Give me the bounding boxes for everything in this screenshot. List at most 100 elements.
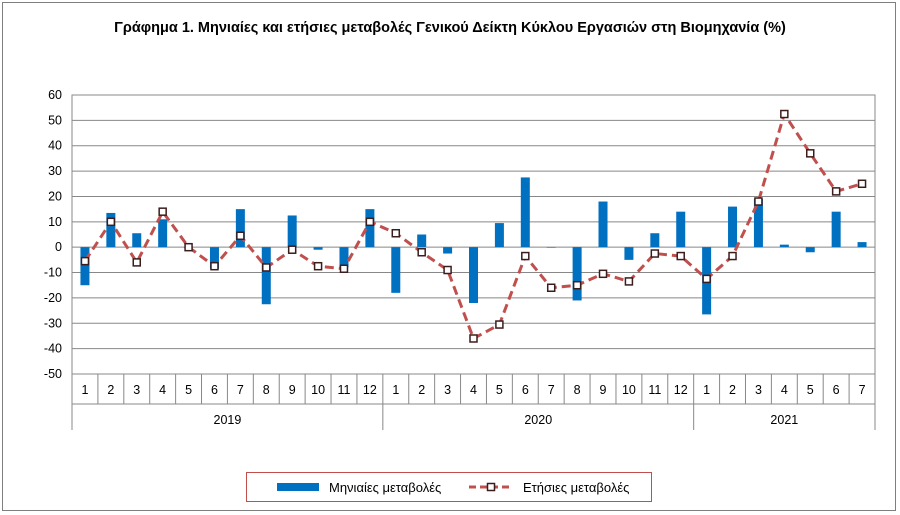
line-point bbox=[572, 280, 582, 290]
bar bbox=[650, 233, 660, 248]
x-tick-label: 11 bbox=[648, 383, 661, 397]
line-point bbox=[339, 264, 349, 273]
bar bbox=[753, 198, 763, 248]
y-tick-label: 50 bbox=[48, 113, 62, 127]
line-point bbox=[521, 251, 530, 261]
x-tick-label: 8 bbox=[263, 383, 270, 397]
x-tick-label: 12 bbox=[363, 383, 377, 397]
bar bbox=[417, 234, 427, 248]
line-point bbox=[80, 256, 90, 266]
x-tick-label: 3 bbox=[444, 383, 451, 397]
x-tick-label: 5 bbox=[496, 383, 503, 397]
bar bbox=[158, 219, 168, 248]
bar bbox=[80, 247, 90, 286]
line-point bbox=[184, 242, 193, 252]
y-tick-label: -20 bbox=[44, 291, 62, 305]
bar bbox=[287, 215, 297, 248]
y-tick-label: 60 bbox=[48, 88, 62, 102]
line-point bbox=[676, 251, 685, 261]
bar bbox=[676, 211, 686, 248]
x-tick-label: 9 bbox=[600, 383, 607, 397]
y-tick-label: 30 bbox=[48, 164, 62, 178]
bar bbox=[779, 244, 789, 248]
x-tick-label: 2 bbox=[729, 383, 736, 397]
bar bbox=[261, 247, 271, 305]
line-point bbox=[831, 187, 841, 196]
legend-label-monthly: Μηνιαίες μεταβολές bbox=[329, 479, 442, 495]
x-tick-label: 11 bbox=[337, 383, 350, 397]
bar bbox=[313, 247, 323, 250]
x-tick-label: 5 bbox=[185, 383, 192, 397]
x-tick-label: 9 bbox=[289, 383, 296, 397]
x-tick-label: 1 bbox=[81, 383, 88, 397]
line-point bbox=[728, 251, 737, 261]
bar bbox=[494, 223, 504, 248]
chart-title: Γράφημα 1. Μηνιαίες και ετήσιες μεταβολέ… bbox=[114, 20, 786, 36]
bar bbox=[520, 177, 530, 248]
bar bbox=[209, 247, 219, 269]
line-point bbox=[598, 269, 608, 279]
legend-label-annual: Ετήσιες μεταβολές bbox=[523, 479, 630, 495]
x-tick-label: 7 bbox=[548, 383, 555, 397]
line-point bbox=[391, 228, 401, 238]
bar bbox=[831, 211, 841, 248]
y-tick-label: -30 bbox=[44, 316, 62, 330]
x-tick-label: 6 bbox=[833, 383, 840, 397]
line-point bbox=[754, 197, 763, 206]
y-tick-label: 20 bbox=[48, 189, 62, 203]
year-label: 2021 bbox=[770, 413, 798, 427]
x-tick-label: 1 bbox=[392, 383, 399, 397]
y-tick-label: -10 bbox=[44, 266, 62, 280]
bar bbox=[443, 247, 453, 254]
plot-border bbox=[71, 94, 876, 375]
line-point bbox=[158, 207, 167, 216]
x-tick-label: 10 bbox=[311, 383, 325, 397]
x-tick-label: 4 bbox=[470, 383, 477, 397]
legend-swatch-line bbox=[469, 482, 513, 492]
bar bbox=[624, 247, 634, 260]
x-tick-label: 3 bbox=[133, 383, 140, 397]
bar bbox=[805, 247, 815, 253]
legend-item-monthly: Μηνιαίες μεταβολές bbox=[277, 473, 441, 501]
bar bbox=[857, 242, 867, 248]
line-point bbox=[313, 261, 323, 271]
line-point bbox=[780, 109, 789, 119]
x-tick-label: 12 bbox=[674, 383, 688, 397]
line-point bbox=[857, 179, 867, 189]
chart-legend: Μηνιαίες μεταβολές Ετήσιες μεταβολές bbox=[246, 472, 652, 502]
x-tick-label: 4 bbox=[159, 383, 166, 397]
bar bbox=[235, 209, 245, 248]
line-point bbox=[236, 231, 245, 241]
line-point bbox=[106, 217, 116, 227]
line-point bbox=[805, 149, 815, 158]
line-point bbox=[650, 249, 660, 258]
year-label: 2020 bbox=[524, 413, 552, 427]
line-point bbox=[287, 245, 297, 254]
bar bbox=[572, 247, 582, 301]
legend-item-annual: Ετήσιες μεταβολές bbox=[469, 473, 629, 501]
bar bbox=[391, 247, 401, 293]
y-tick-label: 10 bbox=[48, 215, 62, 229]
y-tick-label: -50 bbox=[44, 367, 62, 381]
x-tick-label: 6 bbox=[522, 383, 529, 397]
annual-change-line bbox=[83, 112, 863, 340]
bar bbox=[469, 247, 478, 303]
y-tick-label: -40 bbox=[44, 342, 62, 356]
x-tick-label: 2 bbox=[418, 383, 425, 397]
line-point bbox=[702, 274, 711, 284]
line-point bbox=[624, 277, 634, 286]
x-tick-label: 3 bbox=[755, 383, 762, 397]
bar bbox=[339, 247, 349, 268]
line-point bbox=[262, 263, 271, 272]
bar bbox=[598, 201, 608, 248]
bar bbox=[106, 212, 116, 248]
year-label: 2019 bbox=[214, 413, 242, 427]
x-tick-label: 7 bbox=[237, 383, 244, 397]
legend-swatch-bar bbox=[277, 483, 319, 491]
y-tick-label: 40 bbox=[48, 139, 62, 153]
line-point bbox=[210, 261, 219, 271]
x-tick-label: 7 bbox=[859, 383, 866, 397]
x-tick-label: 5 bbox=[807, 383, 814, 397]
x-tick-label: 1 bbox=[703, 383, 710, 397]
